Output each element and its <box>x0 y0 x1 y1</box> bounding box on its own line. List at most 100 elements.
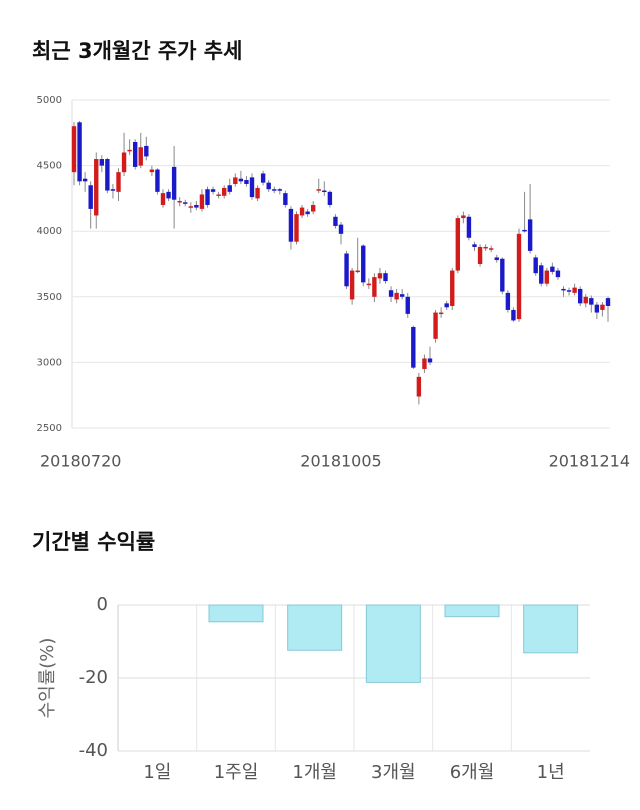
candle-body <box>561 288 566 291</box>
candle-body <box>477 246 483 264</box>
candle-body <box>216 194 221 196</box>
candle-body <box>555 270 561 278</box>
candle-body <box>221 187 227 196</box>
candle-body <box>144 145 149 157</box>
candle-body <box>533 257 538 274</box>
candle-body <box>338 224 344 234</box>
candle-body <box>539 265 544 284</box>
candle-body <box>488 248 494 250</box>
candle-body <box>550 266 555 272</box>
x-tick-label: 20181005 <box>300 452 381 471</box>
candle-body <box>399 294 405 297</box>
x-tick-label: 6개월 <box>450 762 495 783</box>
candle-body <box>205 189 210 205</box>
bar <box>523 604 579 654</box>
candle-body <box>132 141 138 167</box>
candle-body <box>527 219 533 251</box>
x-tick-label: 20180720 <box>40 452 121 471</box>
candle-body <box>355 270 360 273</box>
candle-body <box>455 218 461 271</box>
chart-title: 최근 3개월간 주가 추세 <box>32 39 242 63</box>
candle-body <box>238 178 244 182</box>
candle-body <box>361 245 366 283</box>
y-axis-label: 수익률(%) <box>37 638 58 719</box>
candle-body <box>583 296 588 304</box>
candle-body <box>472 244 477 247</box>
candle-body <box>383 273 388 282</box>
candle-body <box>260 173 266 183</box>
candle-body <box>466 216 472 238</box>
candle-body <box>138 147 143 166</box>
bar <box>287 604 343 651</box>
candle-body <box>444 303 449 308</box>
candle-body <box>600 304 605 310</box>
candle-body <box>105 159 110 191</box>
candle-body <box>483 246 488 249</box>
candle-body <box>461 215 466 219</box>
candle-body <box>327 191 333 205</box>
candle-body <box>310 204 316 212</box>
candle-body <box>272 189 277 191</box>
candle-body <box>249 177 255 198</box>
chart-title: 기간별 수익률 <box>32 530 155 554</box>
candle-body <box>82 178 88 182</box>
candle-body <box>149 169 155 173</box>
candle-body <box>388 290 394 297</box>
candle-body <box>349 270 355 300</box>
candle-body <box>405 296 410 314</box>
y-tick-label: 2500 <box>37 423 62 434</box>
candle-body <box>505 292 511 310</box>
candle-body <box>110 189 116 191</box>
candle-body <box>171 166 177 200</box>
candle-body <box>210 189 216 192</box>
candle-body <box>544 270 550 284</box>
candle-body <box>516 233 522 320</box>
bar <box>365 604 421 683</box>
candle-body <box>155 169 160 192</box>
y-tick-label: 5000 <box>37 95 62 106</box>
candle-body <box>233 177 238 184</box>
candle-body <box>294 214 299 242</box>
candle-body <box>411 326 416 368</box>
candle-body <box>183 202 188 204</box>
bar <box>208 604 264 623</box>
y-tick-label: -40 <box>79 740 108 761</box>
candle-body <box>333 216 338 226</box>
candle-body <box>255 187 260 199</box>
x-tick-label: 1년 <box>537 762 565 783</box>
candle-body <box>77 122 82 182</box>
candle-body <box>494 257 499 261</box>
candle-body <box>422 358 427 369</box>
candle-body <box>299 207 305 216</box>
candle-body <box>344 253 349 287</box>
candle-body <box>94 159 99 216</box>
candle-body <box>366 283 372 286</box>
candle-body <box>322 190 327 193</box>
candle-body <box>572 287 577 293</box>
candle-body <box>116 172 121 192</box>
candle-body <box>594 304 600 313</box>
x-tick-label: 1주일 <box>214 762 259 783</box>
bar <box>444 604 500 618</box>
candle-body <box>266 182 271 190</box>
candle-body <box>305 211 310 215</box>
candle-body <box>427 358 433 363</box>
y-tick-label: 0 <box>97 594 108 615</box>
candle-body <box>450 270 455 306</box>
candle-body <box>194 204 199 208</box>
candle-body <box>166 191 171 199</box>
candle-body <box>283 193 288 205</box>
candle-body <box>438 312 444 315</box>
candle-body <box>394 292 399 300</box>
candle-body <box>244 180 249 184</box>
x-tick-label: 3개월 <box>371 762 416 783</box>
y-tick-label: 4000 <box>37 226 62 237</box>
y-tick-label: 3000 <box>37 357 62 368</box>
candle-body <box>372 277 377 297</box>
candle-body <box>577 288 583 304</box>
x-tick-label: 1일 <box>143 762 171 783</box>
candle-body <box>227 185 232 192</box>
candle-body <box>377 273 383 279</box>
candle-body <box>177 201 182 203</box>
y-tick-label: 4500 <box>37 161 62 172</box>
